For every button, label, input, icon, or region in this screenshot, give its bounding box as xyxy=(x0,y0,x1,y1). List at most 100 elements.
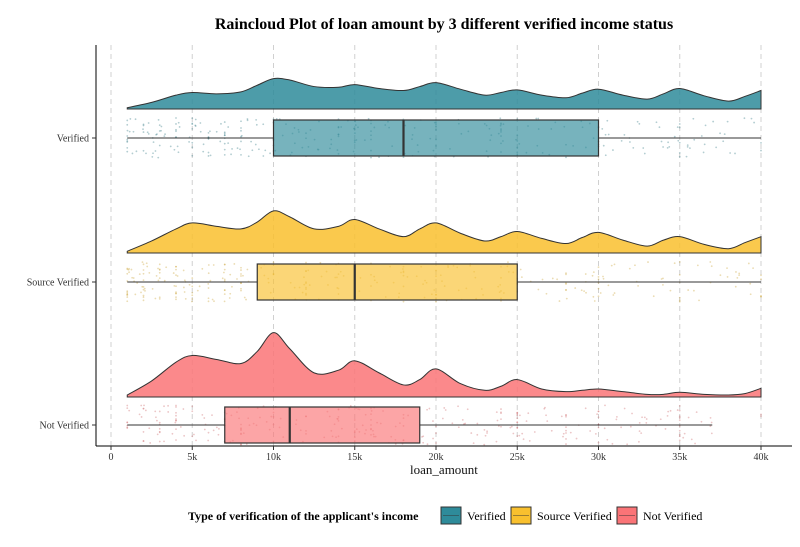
rain-point xyxy=(190,300,193,303)
rain-point xyxy=(251,149,254,152)
rain-point xyxy=(175,406,177,408)
rain-point xyxy=(623,407,626,410)
rain-point xyxy=(255,123,258,126)
rain-point xyxy=(643,152,646,155)
rain-point xyxy=(240,282,242,285)
rain-point xyxy=(422,435,425,438)
rain-point xyxy=(188,141,190,143)
x-tick-label: 40k xyxy=(754,452,769,463)
rain-point xyxy=(160,125,163,128)
rain-point xyxy=(240,443,242,446)
rain-point xyxy=(175,411,177,414)
rain-point xyxy=(602,277,605,280)
rain-point xyxy=(132,130,135,133)
rain-point xyxy=(207,431,210,434)
rain-point xyxy=(155,274,158,277)
rain-point xyxy=(158,421,161,424)
rain-point xyxy=(173,148,176,151)
rain-point xyxy=(516,427,519,429)
rain-point xyxy=(402,156,405,158)
rain-point xyxy=(188,283,191,286)
rain-point xyxy=(158,440,161,443)
rain-point xyxy=(227,126,230,128)
rain-point xyxy=(148,272,151,274)
rain-point xyxy=(257,148,260,151)
rain-point xyxy=(212,429,215,432)
density-cloud xyxy=(126,332,762,398)
rain-point xyxy=(126,407,129,410)
rain-point xyxy=(652,295,655,298)
rain-point xyxy=(183,279,186,282)
rain-point xyxy=(142,407,145,410)
rain-point xyxy=(154,297,157,300)
rain-point xyxy=(142,299,145,302)
rain-point xyxy=(483,443,486,446)
rain-point xyxy=(715,146,718,149)
rain-point xyxy=(219,140,222,143)
rain-point xyxy=(207,151,210,154)
rain-point xyxy=(370,156,372,159)
rain-point xyxy=(275,117,278,120)
rain-point xyxy=(223,263,226,266)
rain-point xyxy=(533,431,536,433)
rain-point xyxy=(223,142,226,145)
rain-point xyxy=(158,431,161,434)
rain-point xyxy=(760,295,762,298)
rain-point xyxy=(495,411,498,414)
rain-point xyxy=(638,421,641,424)
rain-point xyxy=(703,143,706,146)
rain-point xyxy=(262,123,265,126)
rain-point xyxy=(662,146,664,148)
rain-point xyxy=(525,420,528,423)
rain-point xyxy=(169,145,172,148)
rain-point xyxy=(516,412,519,414)
rain-point xyxy=(183,434,186,437)
rain-point xyxy=(158,277,161,280)
rain-point xyxy=(470,432,473,434)
rain-point xyxy=(240,273,242,275)
rain-point xyxy=(175,419,177,422)
rain-point xyxy=(149,442,152,444)
rain-point xyxy=(678,273,681,276)
rain-point xyxy=(596,413,599,416)
rain-point xyxy=(591,274,594,277)
rain-point xyxy=(753,121,756,124)
rain-point xyxy=(678,300,681,303)
rain-point xyxy=(729,152,732,154)
rain-point xyxy=(152,141,155,144)
rain-point xyxy=(662,283,664,286)
rain-point xyxy=(678,299,681,302)
rain-point xyxy=(629,425,632,428)
rain-point xyxy=(689,147,691,150)
rain-point xyxy=(476,422,479,425)
rain-point xyxy=(686,145,689,148)
rain-point xyxy=(738,272,741,275)
rain-point xyxy=(201,267,204,270)
rain-point xyxy=(146,265,149,268)
rain-point xyxy=(223,289,226,291)
rain-point xyxy=(500,412,502,415)
rain-point xyxy=(175,285,177,288)
rain-point xyxy=(191,154,194,157)
rain-point xyxy=(223,278,226,281)
rain-point xyxy=(227,142,230,145)
rain-point xyxy=(472,442,475,445)
rain-point xyxy=(709,425,712,428)
rain-point xyxy=(155,416,157,419)
rain-point xyxy=(565,429,567,432)
rain-point xyxy=(132,277,135,279)
rain-point xyxy=(597,287,600,290)
rain-point xyxy=(215,426,218,429)
rain-point xyxy=(558,300,561,302)
rain-point xyxy=(597,295,600,298)
rain-point xyxy=(643,416,646,419)
rain-point xyxy=(435,300,437,303)
rain-point xyxy=(221,277,224,280)
rain-point xyxy=(223,268,226,271)
rain-point xyxy=(239,148,241,151)
rain-point xyxy=(537,288,540,291)
rain-point xyxy=(565,283,567,285)
rain-point xyxy=(236,278,238,280)
rain-point xyxy=(565,282,567,285)
series-not-verified xyxy=(126,332,762,446)
